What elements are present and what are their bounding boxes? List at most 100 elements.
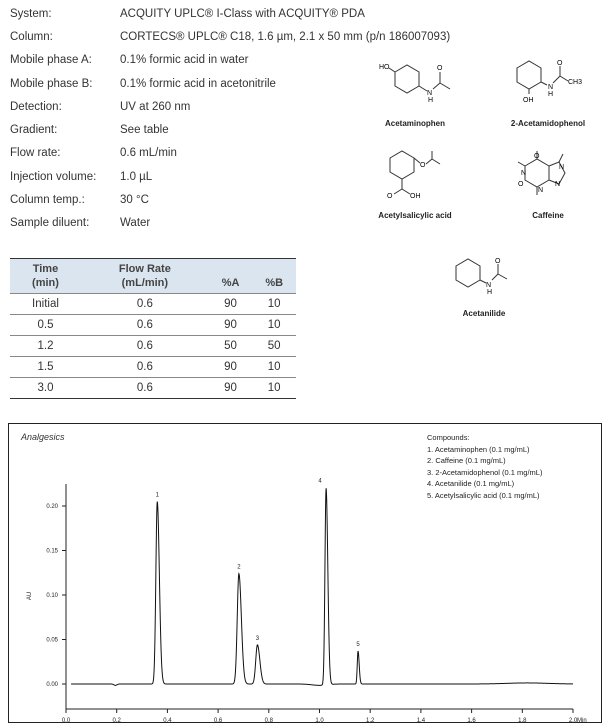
- legend-item: 4. Acetanilide (0.1 mg/mL): [427, 479, 515, 488]
- table-row: Initial 0.6 90 10: [10, 293, 296, 315]
- y-tick-label: 0.00: [46, 682, 58, 688]
- condition-value: 1.0 µL: [120, 170, 153, 183]
- table-cell: 90: [208, 377, 253, 399]
- svg-text:N: N: [548, 84, 553, 91]
- table-cell: 0.6: [80, 314, 209, 336]
- y-tick-label: 0.20: [46, 504, 58, 510]
- structure-label: Acetylsalicylic acid: [378, 211, 452, 220]
- svg-text:HO: HO: [379, 64, 390, 71]
- column-header: Time (min): [10, 258, 81, 294]
- table-cell: 50: [252, 335, 296, 357]
- svg-text:N: N: [538, 187, 543, 194]
- condition-label: Column:: [10, 30, 53, 43]
- condition-value: 0.1% formic acid in water: [120, 54, 249, 67]
- svg-text:O: O: [495, 258, 501, 265]
- condition-label: System:: [10, 7, 52, 20]
- chromatogram: 0.0 0.2 0.4 0.6 0.8 1.0 1.2 1.4 1.6 1.8 2.0 Min 0.00…: [27, 478, 587, 722]
- x-tick-label: 1.4: [417, 718, 426, 722]
- condition-row: System: ACQUITY UPLC® I-Class with ACQUIT…: [10, 2, 450, 25]
- svg-text:N: N: [427, 90, 432, 97]
- legend-item: 2. Caffeine (0.1 mg/mL): [427, 456, 506, 465]
- table-cell: 10: [252, 356, 296, 378]
- x-tick-label: 0.8: [265, 718, 274, 722]
- svg-text:H: H: [548, 91, 553, 98]
- svg-text:O: O: [387, 193, 393, 200]
- table-cell: 90: [208, 293, 253, 315]
- structure-label: Caffeine: [532, 211, 564, 220]
- table-cell: 10: [252, 314, 296, 336]
- table-cell: 0.6: [80, 356, 209, 378]
- legend-item: 1. Acetaminophen (0.1 mg/mL): [427, 444, 530, 454]
- x-tick-label: 0.6: [214, 718, 223, 722]
- column-header: %A: [208, 258, 253, 294]
- acetylsalicylic-acid-structure: O O O OH: [387, 150, 441, 200]
- svg-text:H: H: [487, 289, 492, 296]
- svg-text:N: N: [521, 170, 526, 177]
- chart-legend: Compounds: 1. Acetaminophen (0.1 mg/mL) 2…: [427, 432, 542, 501]
- table-cell: 10: [252, 377, 296, 399]
- y-axis-label: AU: [27, 592, 33, 600]
- peak-label: 5: [356, 642, 360, 648]
- svg-text:OH: OH: [410, 193, 421, 200]
- svg-text:O: O: [534, 153, 540, 160]
- svg-text:N: N: [486, 282, 491, 289]
- svg-text:CH3: CH3: [568, 79, 582, 86]
- legend-title: Compounds:: [427, 433, 470, 442]
- condition-label: Injection volume:: [10, 170, 97, 183]
- svg-text:O: O: [518, 181, 524, 188]
- structure-label: Acetanilide: [462, 309, 506, 318]
- acetaminophen-structure: HO N H O: [379, 64, 451, 104]
- gradient-table: Time (min) Flow Rate (mL/min) %A %B Initial 0.…: [10, 258, 296, 399]
- peak-label: 1: [156, 493, 160, 499]
- condition-value: See table: [120, 124, 169, 137]
- y-tick-label: 0.05: [46, 638, 58, 644]
- peak-label: 3: [256, 636, 260, 642]
- svg-text:O: O: [429, 150, 435, 152]
- table-cell: 0.5: [10, 314, 81, 336]
- table-row: 1.5 0.6 90 10: [10, 356, 296, 378]
- condition-value: Water: [120, 217, 151, 230]
- svg-text:H: H: [428, 97, 433, 104]
- condition-value: CORTECS® UPLC® C18, 1.6 µm, 2.1 x 50 mm …: [120, 30, 451, 43]
- structure-label: Acetaminophen: [384, 119, 446, 128]
- legend-item: 3. 2-Acetamidophenol (0.1 mg/mL): [427, 467, 543, 477]
- condition-value: 0.1% formic acid in acetonitrile: [120, 77, 276, 90]
- x-tick-label: 0.2: [113, 718, 122, 722]
- x-tick-label: 0.4: [163, 718, 172, 722]
- condition-label: Flow rate:: [10, 147, 61, 160]
- table-row: 0.5 0.6 90 10: [10, 314, 296, 336]
- svg-text:N: N: [555, 181, 560, 188]
- table-cell: 1.2: [10, 335, 81, 357]
- x-axis-label: Min: [577, 718, 587, 722]
- condition-row: Flow rate: 0.6 mL/min: [10, 142, 450, 165]
- table-cell: 50: [208, 335, 253, 357]
- svg-text:O: O: [557, 60, 563, 67]
- chart-title: Analgesics: [21, 432, 65, 442]
- x-tick-label: 2.0: [569, 718, 578, 722]
- column-header: %B: [252, 258, 296, 294]
- column-header: Flow Rate (mL/min): [80, 258, 209, 294]
- table-cell: 3.0: [10, 377, 81, 399]
- peak-label: 2: [237, 565, 241, 571]
- condition-row: Sample diluent: Water: [10, 212, 450, 235]
- x-tick-label: 1.2: [366, 718, 375, 722]
- svg-text:O: O: [420, 162, 426, 169]
- peak-label: 4: [318, 478, 322, 484]
- svg-text:O: O: [437, 65, 443, 72]
- legend-item: 5. Acetylsalicylic acid (0.1 mg/mL): [427, 490, 540, 500]
- svg-text:N: N: [559, 164, 564, 171]
- table-cell: 90: [208, 314, 253, 336]
- condition-row: Mobile phase A: 0.1% formic acid in water: [10, 49, 450, 72]
- table-row: 3.0 0.6 90 10: [10, 377, 296, 399]
- condition-label: Mobile phase B:: [10, 77, 93, 90]
- condition-label: Gradient:: [10, 124, 58, 137]
- svg-text:OH: OH: [523, 97, 534, 104]
- x-tick-label: 1.6: [467, 718, 476, 722]
- x-tick-label: 1.0: [315, 718, 324, 722]
- condition-label: Detection:: [10, 100, 62, 113]
- caffeine-structure: O N N N N O: [517, 151, 566, 195]
- condition-label: Column temp.:: [10, 194, 85, 207]
- y-tick-label: 0.15: [46, 549, 58, 555]
- acetanilide-structure: N H O: [455, 258, 508, 296]
- table-cell: Initial: [10, 293, 81, 315]
